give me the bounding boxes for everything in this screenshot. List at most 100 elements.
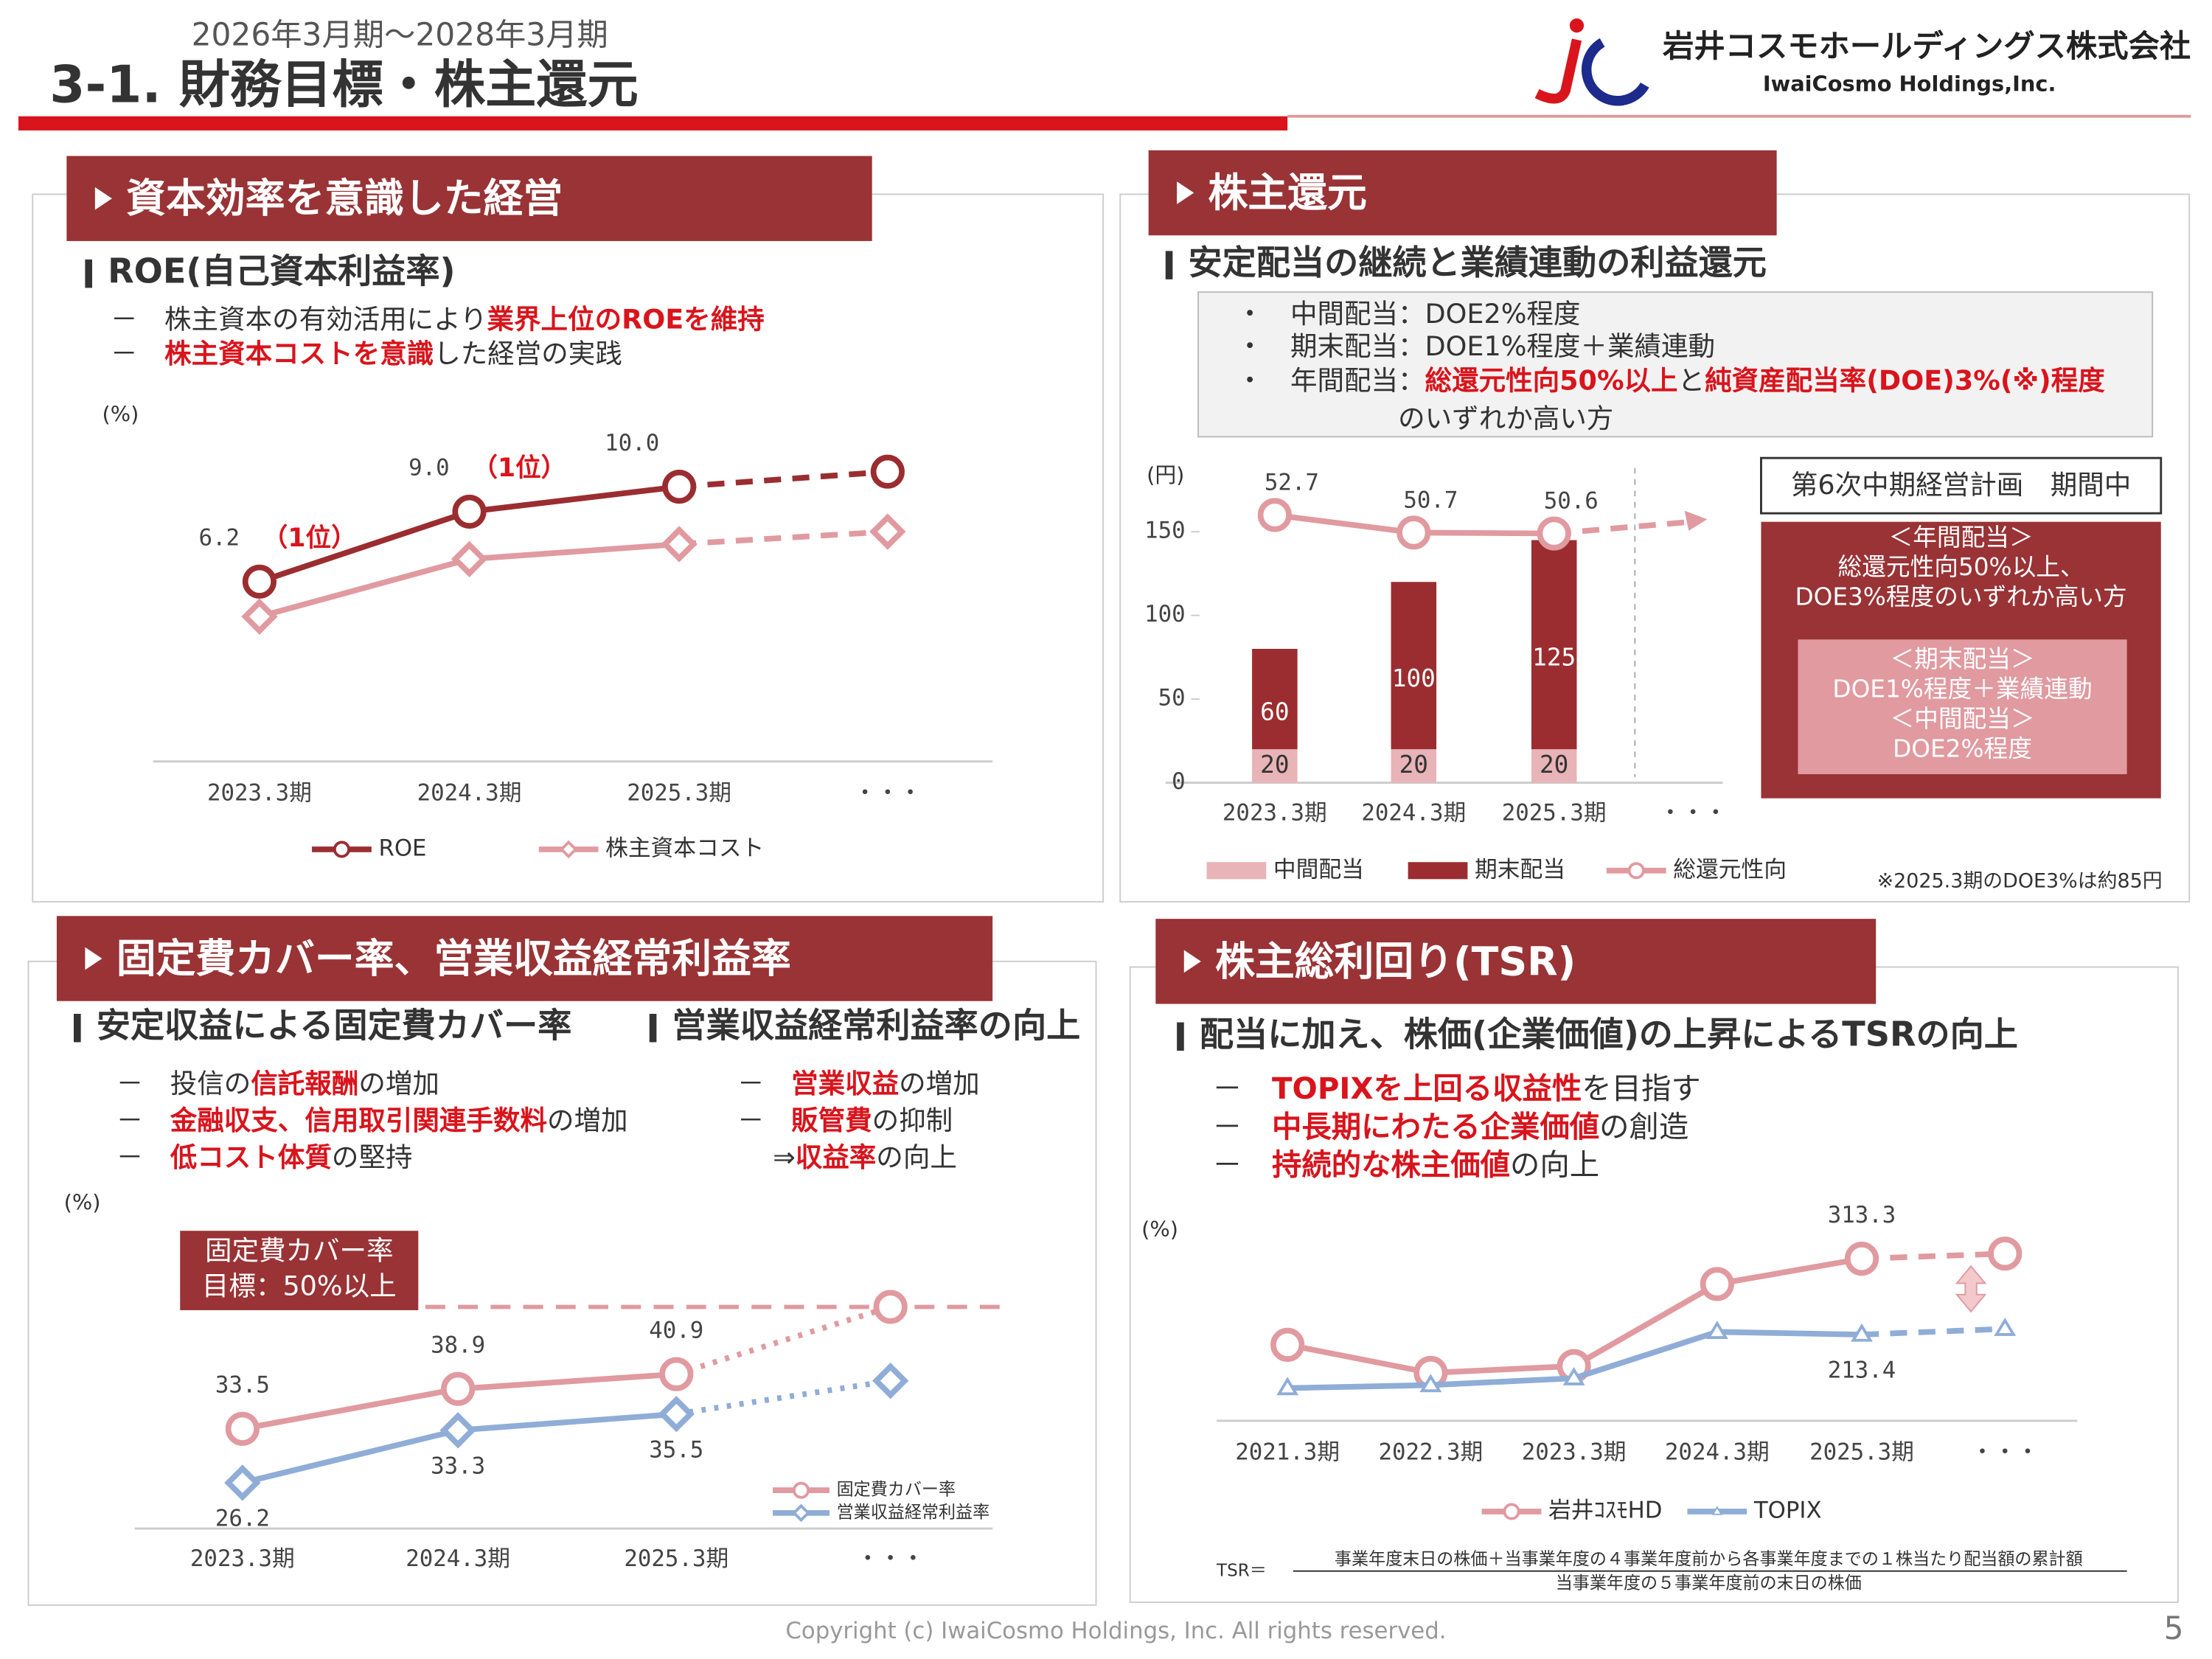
text-run: の堅持 [332,1141,413,1173]
bullet: のいずれか高い方 [1398,403,1613,434]
legend-marker [792,1503,810,1523]
legend-label: 期末配当 [1475,856,1565,883]
point [869,513,906,550]
heading-mark [1177,1022,1184,1051]
text-run: の増加 [358,1068,439,1099]
series-line-forecast [1861,1251,2006,1262]
bullet: － 低コスト体質の堅持 [116,1141,413,1173]
gap-arrow [1955,1265,1987,1313]
panel-title-bar [1148,150,1777,236]
data-label: 6.2 [198,525,240,552]
x-tick-label: 2023.3期 [207,779,312,806]
legend-marker [1711,1506,1723,1515]
title-rule [18,116,1288,131]
text-run: － [111,337,164,369]
series-line-forecast [1861,1326,2006,1338]
text-run: － 投信の [116,1068,251,1099]
formula: 当事業年度の５事業年度前の末日の株価 [1556,1574,1862,1593]
point [439,1412,476,1449]
bar-label: 20 [1260,751,1289,779]
point [1419,1374,1442,1393]
bar-segment [1252,649,1298,750]
text-run: － [1212,1110,1272,1144]
bar-label: 100 [1392,664,1436,692]
bullet: － 販管費の抑制 [737,1105,953,1136]
y-tick-label: 100 [1144,601,1186,627]
text-run: － 株主資本の有効活用により [111,303,487,335]
point [451,540,488,577]
plan-line: DOE3%程度のいずれか高い方 [1795,583,2126,611]
legend-label: 中間配当 [1273,856,1364,883]
formula: TSR＝ [1216,1561,1267,1580]
plan-detail-box [1798,639,2127,774]
bar-segment [1252,749,1298,783]
x-tick-label: 2024.3期 [1665,1439,1770,1466]
point [242,564,276,599]
point [1700,1267,1734,1301]
bar-segment [1531,749,1577,783]
target-label: 固定費カバー率 [205,1235,394,1267]
legend-label: 岩井ｺｽﾓHD [1548,1498,1662,1524]
logo [1534,18,1649,106]
text-run: の増加 [899,1068,980,1099]
data-label: 10.0 [605,430,659,456]
heading: 営業収益経常利益率の向上 [672,1006,1081,1046]
target-box [180,1231,419,1310]
bullet: － 株主資本コストを意識した経営の実践 [111,337,622,369]
text-run: の抑制 [872,1105,953,1136]
text-run: 業界上位のROEを維持 [487,303,765,335]
text-run: ・ 年間配当： [1237,364,1425,396]
heading-mark [649,1014,657,1043]
heading-mark [85,259,92,288]
data-label: 313.3 [1828,1202,1896,1228]
target-label: 目標：50%以上 [202,1270,397,1302]
panel-title-bar [1155,919,1877,1004]
text-run: ・ 期末配当：DOE1%程度＋業績連動 [1237,330,1715,362]
text-run: ⇒ [737,1141,796,1173]
plan-line: 総還元性向50%以上、 [1838,553,2084,581]
legend-marker [1627,862,1645,880]
point [1851,1323,1873,1342]
bullet: ・ 年間配当：総還元性向50%以上と純資産配当率(DOE)3%(※)程度 [1237,364,2105,396]
panel-title-bar [56,916,993,1001]
y-axis-label: (%) [1141,1217,1178,1242]
point [225,1411,260,1446]
text-run: の向上 [876,1141,957,1173]
text-run: の向上 [1510,1148,1599,1183]
text-run: － [737,1068,791,1099]
plan-title-box [1760,456,2163,515]
x-tick-label: ・・・ [1659,799,1727,826]
plan-title: 第6次中期経営計画 期間中 [1791,469,2131,501]
legend-swatch [1408,862,1468,880]
x-tick-label: 2021.3期 [1235,1439,1340,1466]
data-label: 40.9 [649,1317,703,1343]
x-tick-label: ・・・ [857,1545,925,1572]
legend-marker [1503,1503,1520,1520]
y-axis-label: (円) [1147,462,1184,487]
heading: 安定収益による固定費カバー率 [97,1006,572,1046]
bar-label: 125 [1532,644,1576,672]
x-tick-label: 2025.3期 [1502,799,1607,826]
y-axis-label: (%) [64,1190,101,1215]
bullet: － 営業収益の増加 [737,1068,980,1099]
point [1988,1237,2023,1271]
bar-segment [1391,582,1437,750]
x-tick-label: 2025.3期 [624,1545,728,1572]
title-arrow [94,187,112,210]
title-arrow [85,947,102,970]
data-label: 33.5 [215,1372,270,1399]
data-label: 52.7 [1265,470,1319,496]
series-line-forecast [678,529,888,547]
data-label: 35.5 [649,1436,703,1463]
bullet: － 金融収支、信用取引関連手数料の増加 [116,1105,628,1136]
bullet: － 持続的な株主価値の向上 [1212,1148,1599,1183]
legend-marker [333,841,350,858]
text-run: － [1212,1071,1272,1106]
heading: ROE(自己資本利益率) [108,251,455,291]
title-rule-thin [1287,114,2191,118]
x-tick-label: 2024.3期 [1361,799,1466,826]
heading-mark [1165,251,1173,279]
x-tick-label: 2025.3期 [627,779,731,806]
text-run: を目指す [1582,1071,1701,1106]
legend-marker [793,1481,810,1499]
